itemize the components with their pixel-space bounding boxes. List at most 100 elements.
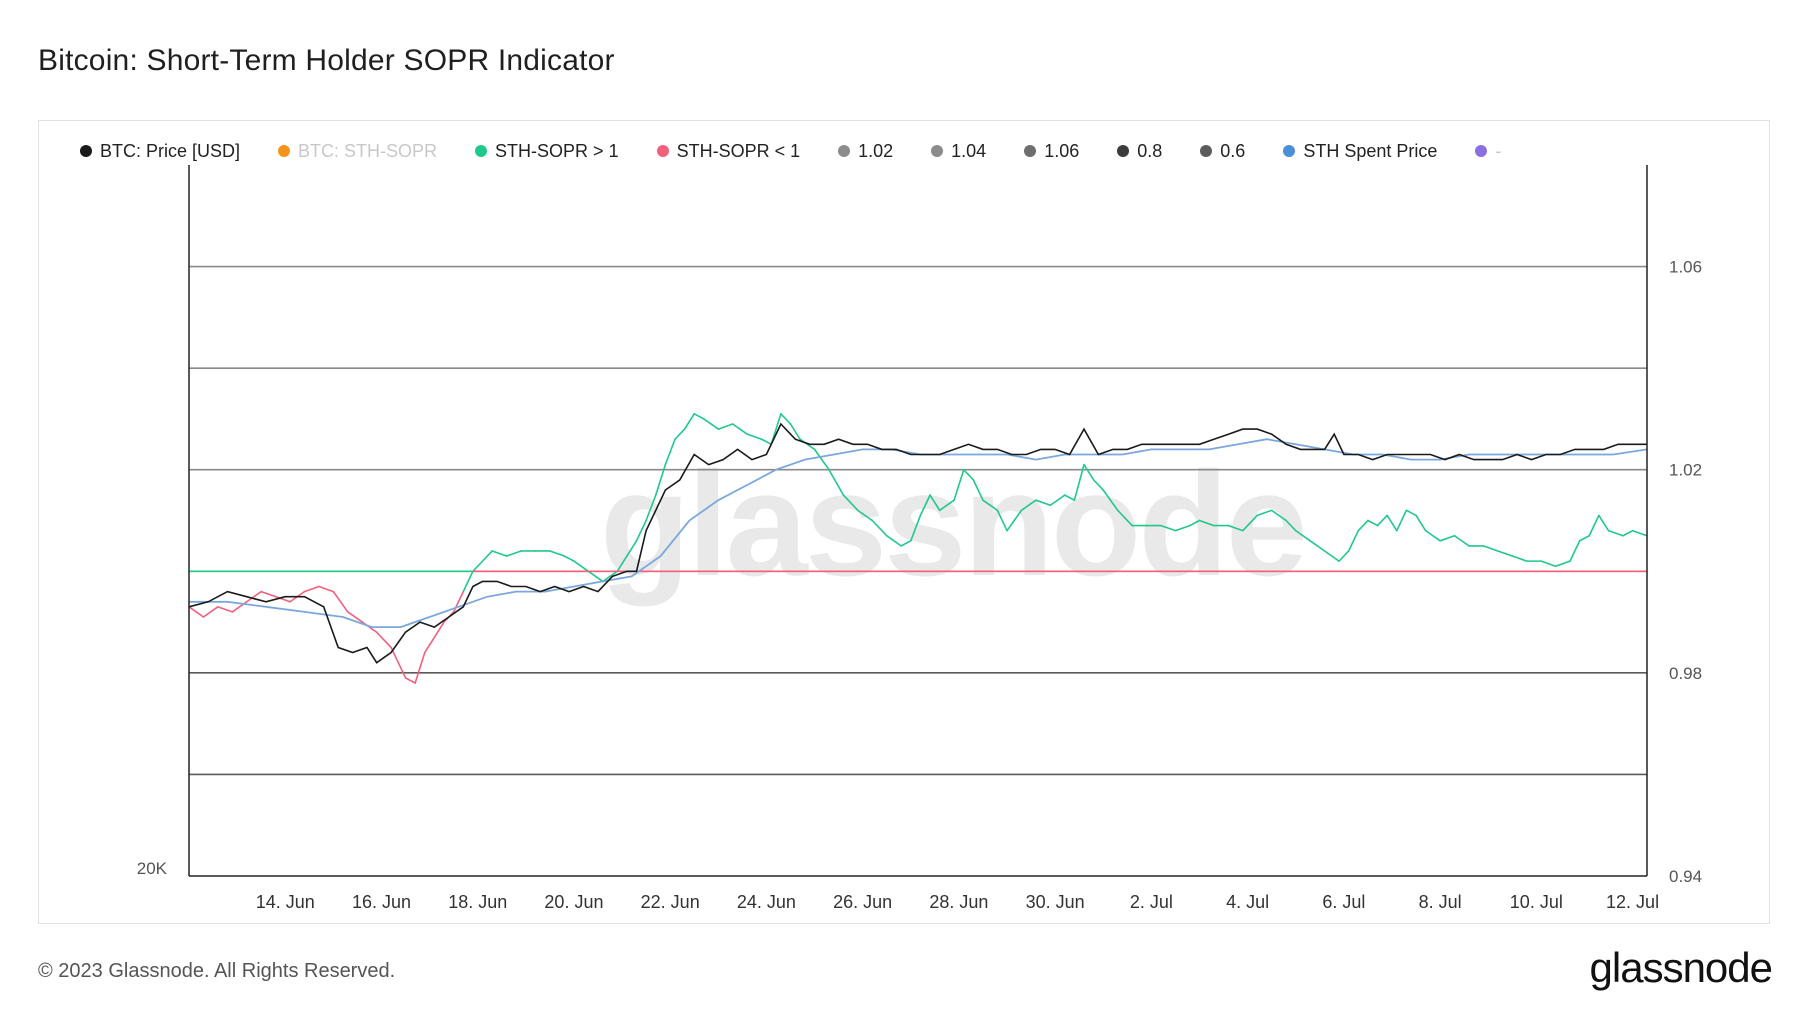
x-tick-label: 18. Jun [448, 892, 507, 912]
sth-sopr-segment [1622, 529, 1634, 537]
legend-item[interactable]: BTC: STH-SOPR [278, 141, 437, 162]
sth-sopr-segment [549, 550, 566, 557]
sth-sopr-segment [1482, 545, 1499, 552]
sth-sopr-segment [731, 423, 748, 435]
sth-sopr-segment [626, 540, 638, 557]
sth-sopr-segment [1386, 514, 1398, 532]
sth-sopr-segment [746, 433, 763, 441]
sth-sopr-segment [654, 463, 667, 496]
legend-label: 0.6 [1220, 140, 1246, 161]
legend-item[interactable]: 0.8 [1117, 141, 1162, 162]
y-tick-label: 0.94 [1669, 867, 1702, 886]
legend-item[interactable]: 1.04 [931, 141, 986, 162]
legend-item[interactable]: STH-SOPR > 1 [475, 141, 619, 162]
legend-dot-icon [1200, 145, 1213, 157]
sth-sopr-segment [481, 550, 493, 562]
x-tick-label: 28. Jun [929, 892, 988, 912]
x-tick-label: 4. Jul [1226, 892, 1269, 912]
sth-sopr-segment [1083, 463, 1095, 481]
copyright-text: © 2023 Glassnode. All Rights Reserved. [38, 960, 396, 982]
sth-sopr-segment [1424, 529, 1441, 542]
sth-sopr-segment [1588, 514, 1600, 537]
legend-item[interactable]: 0.6 [1200, 141, 1245, 162]
sth-sopr-segment [375, 631, 392, 649]
sth-sopr-segment [1102, 489, 1119, 512]
sth-sopr-segment [472, 560, 484, 573]
chart-frame [38, 120, 1770, 924]
sth-sopr-segment [423, 636, 436, 654]
sth-sopr-segment [390, 646, 407, 679]
sth-sopr-segment [1376, 514, 1388, 527]
sth-sopr-segment [1569, 540, 1581, 562]
legend-dot-icon [838, 145, 851, 157]
sth-sopr-segment [1323, 550, 1340, 562]
sth-sopr-segment [664, 438, 676, 466]
x-tick-label: 10. Jul [1510, 892, 1563, 912]
legend-label: STH-SOPR > 1 [495, 140, 619, 161]
sth-sopr-segment [1578, 534, 1591, 542]
sth-sopr-segment [1174, 524, 1191, 532]
legend-item[interactable]: STH Spent Price [1283, 141, 1437, 162]
sth-sopr-segment [789, 423, 801, 441]
sth-sopr-segment [587, 570, 604, 583]
sth-sopr-segment [217, 606, 234, 613]
sth-sopr-segment [573, 560, 590, 573]
legend-dot-icon [80, 145, 92, 157]
sth-sopr-segment [1395, 509, 1408, 532]
sth-sopr-segment [1497, 550, 1514, 557]
sth-sopr-segment [674, 428, 686, 441]
sth-sopr-segment [318, 585, 335, 593]
sth-sopr-segment [938, 499, 955, 512]
sth-sopr-segment [842, 494, 859, 512]
legend-label: 1.02 [858, 140, 894, 161]
sth-sopr-segment [972, 479, 984, 501]
y-tick-label: 1.02 [1669, 461, 1702, 480]
x-tick-label: 6. Jul [1322, 892, 1365, 912]
legend-item[interactable]: - [1475, 141, 1501, 162]
sth-sopr-segment [929, 494, 941, 512]
sth-sopr-segment [1270, 509, 1287, 522]
sth-sopr-segment [1242, 514, 1259, 532]
sth-sopr-segment [332, 590, 349, 613]
sth-sopr-segment [616, 555, 628, 573]
sth-sopr-segment [962, 468, 975, 481]
legend-item[interactable]: 1.02 [838, 141, 893, 162]
y-tick-label: 0.98 [1669, 664, 1702, 683]
sth-sopr-segment [274, 595, 291, 603]
legend-item[interactable]: BTC: Price [USD] [80, 141, 240, 162]
x-tick-label: 8. Jul [1419, 892, 1462, 912]
page-title: Bitcoin: Short-Term Holder SOPR Indicato… [38, 44, 615, 77]
legend-dot-icon [1475, 145, 1488, 157]
sth-sopr-segment [760, 438, 773, 446]
sth-sopr-segment [1554, 560, 1571, 568]
sth-sopr-segment [1309, 540, 1326, 552]
sth-sopr-segment [1227, 524, 1244, 532]
sth-sopr-segment [1338, 550, 1350, 562]
sth-sopr-segment [828, 468, 845, 496]
x-tick-label: 22. Jun [641, 892, 700, 912]
legend-item[interactable]: STH-SOPR < 1 [656, 140, 801, 162]
sth-sopr-segment [1160, 524, 1177, 532]
legend-label: STH-SOPR < 1 [676, 140, 801, 161]
sth-sopr-segment [414, 651, 426, 684]
sth-sopr-segment [813, 448, 830, 471]
legend-dot-icon [656, 145, 669, 157]
sth-sopr-segment [188, 606, 205, 618]
sth-sopr-segment [245, 590, 262, 603]
legend-item[interactable]: 1.06 [1024, 141, 1079, 162]
legend-dot-icon [475, 145, 488, 157]
legend-label: 1.06 [1044, 140, 1080, 161]
legend-label: - [1495, 140, 1502, 161]
x-tick-label: 24. Jun [737, 892, 796, 912]
sth-sopr-segment [505, 550, 522, 557]
sth-sopr-segment [1598, 514, 1610, 532]
sth-sopr-segment [1294, 529, 1311, 542]
sth-sopr-segment [919, 494, 931, 517]
x-tick-label: 2. Jul [1130, 892, 1173, 912]
sth-sopr-segment [1073, 463, 1085, 501]
x-tick-label: 12. Jul [1606, 892, 1659, 912]
sth-sopr-segment [491, 550, 508, 557]
sth-sopr-segment [1439, 534, 1456, 542]
sth-sopr-segment [635, 519, 647, 542]
